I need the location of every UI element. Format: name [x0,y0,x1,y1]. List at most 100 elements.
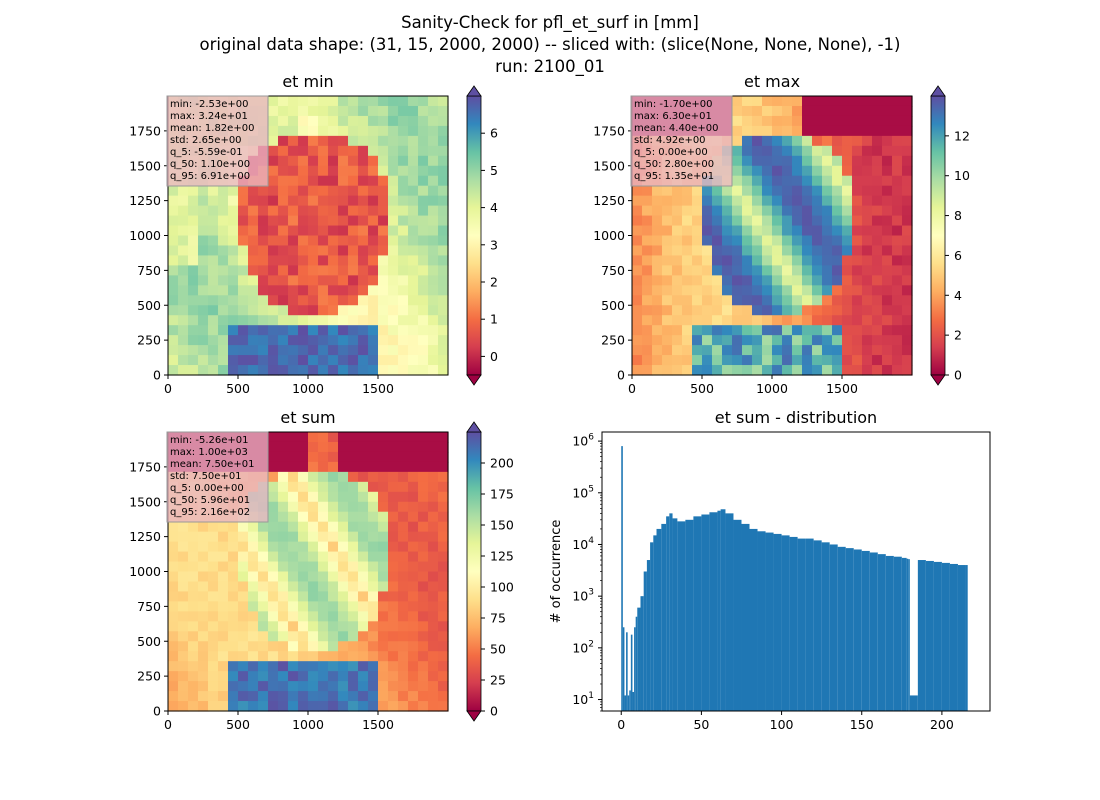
heatmap3-cell [338,521,349,533]
histogram-bar [624,695,627,711]
heatmap1-cell [368,185,379,197]
heatmap1-cell [388,295,399,306]
heatmap3-cell [268,511,279,523]
heatmap2-cell [632,305,643,316]
heatmap2-cell [752,145,763,157]
heatmap1-cell [368,265,379,276]
heatmap3-stats-line: std: 7.50e+01 [170,471,242,482]
heatmap2-cell [682,185,693,197]
heatmap2-cell [852,355,863,366]
heatmap2-cell [752,355,763,366]
heatmap1-cell [298,245,309,257]
heatmap3-cell [418,521,429,533]
heatmap1-cell [318,175,329,187]
heatmap2-cell [862,215,873,227]
heatmap3-cell [428,471,439,483]
heatmap1-cell [288,215,299,227]
heatmap3-cell [228,701,239,712]
heatmap3-cell [298,641,309,652]
heatmap2-cell [702,295,713,306]
heatmap2-cell [742,275,753,286]
heatmap2-cell [862,295,873,306]
heatmap2-cell [692,205,703,217]
heatmap3-cell [438,601,449,612]
heatmap2-cell [782,265,793,276]
heatmap1-cell [228,355,239,366]
heatmap2-cell [702,365,713,376]
heatmap3-cell [288,591,299,602]
heatmap3-cell [388,451,399,463]
heatmap1-title: et min [282,72,333,91]
heatmap1-cell [398,255,409,266]
heatmap3-cell [438,461,449,473]
heatmap2-cell [892,295,903,306]
heatmap1-cell [288,255,299,266]
heatmap2-cell [712,315,723,326]
heatmap2-cell [742,195,753,207]
heatmap3-cell [358,641,369,652]
heatmap3-cell [348,601,359,612]
heatmap1-cell [208,265,219,276]
heatmap3-cell [418,561,429,573]
heatmap3-cell [378,631,389,642]
heatmap3-cell [338,501,349,513]
heatmap1-cell [178,345,189,356]
heatmap3-cell [408,621,419,632]
heatmap1-cell [418,345,429,356]
heatmap2-cell [712,355,723,366]
heatmap3-cell [358,491,369,503]
heatmap2-cell [732,215,743,227]
heatmap3-cell [438,671,449,682]
heatmap1-cell [178,235,189,247]
heatmap1-cell [298,285,309,296]
heatmap2-cell [832,255,843,266]
histogram-ytick-label: 103 [572,588,594,604]
heatmap3-cell [398,531,409,543]
heatmap2-cell [902,175,913,187]
heatmap2-cell [812,335,823,346]
heatmap1-cell [238,275,249,286]
heatmap3-cell [358,671,369,682]
heatmap3-cell [338,621,349,632]
heatmap3-cell [358,451,369,463]
heatmap2-cell [832,225,843,237]
heatmap3-cell [378,551,389,563]
heatmap3-cell [318,581,329,593]
heatmap3-cell [428,451,439,463]
heatmap2-cell [892,315,903,326]
heatmap3-cell [438,701,449,712]
heatmap2-cell [822,165,833,177]
heatmap2-cell [662,285,673,296]
heatmap2-cell [812,145,823,157]
heatmap2-cell [842,305,853,316]
heatmap3-cell [408,571,419,583]
heatmap2-cell [782,145,793,157]
heatmap1-cell [198,335,209,346]
heatmap2-cell [782,215,793,227]
heatmap2-cell [822,175,833,187]
heatmap1-cell [198,205,209,217]
heatmap2-cell [762,235,773,247]
heatmap3-cell [268,681,279,692]
heatmap2-cell [802,265,813,276]
heatmap2-cell [672,225,683,237]
heatmap1-cell [298,135,309,147]
histogram-ytick-label: 105 [572,484,594,500]
heatmap1-cell [228,295,239,306]
heatmap3-cell [408,561,419,573]
heatmap1-cell [428,155,439,167]
heatmap1-cell [378,205,389,217]
heatmap3-cell [438,531,449,543]
heatmap3-cell [248,621,259,632]
heatmap2-cell [842,235,853,247]
heatmap2-cell [882,355,893,366]
heatmap2-cell [762,325,773,336]
heatmap3-cell [398,521,409,533]
heatmap3-cell [198,531,209,543]
heatmap1-cell [238,205,249,217]
heatmap2-cell [682,345,693,356]
heatmap2-cell [782,275,793,286]
heatmap3-cell [328,661,339,672]
heatmap3-cell [188,691,199,702]
heatmap1-cell [228,255,239,266]
